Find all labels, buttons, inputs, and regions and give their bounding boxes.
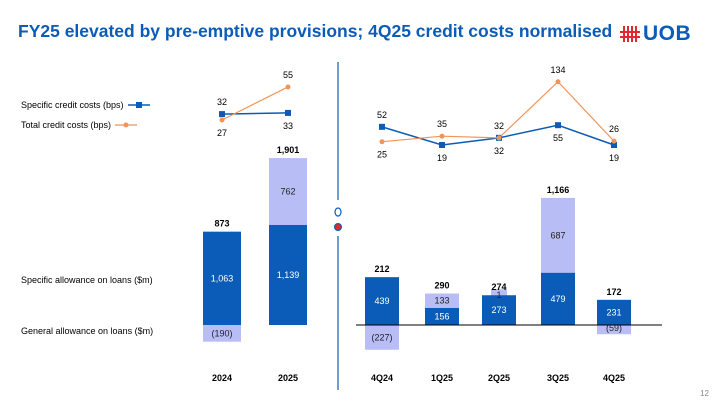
legend-specific-credit-costs: Specific credit costs (bps)	[21, 100, 150, 110]
total-credit-costs-value: 134	[550, 65, 565, 75]
page-number: 12	[700, 389, 709, 398]
specific-allowance-bar	[269, 224, 307, 325]
general-allowance-bar	[203, 325, 241, 342]
total-allowance-label: 873	[214, 219, 229, 229]
legend-square-marker-icon	[127, 102, 150, 108]
specific-allowance-label: 1,139	[277, 270, 300, 280]
legend-label: Specific credit costs (bps)	[21, 100, 124, 110]
category-label: 4Q24	[371, 373, 393, 383]
total-credit-costs-value: 26	[609, 124, 619, 134]
category-label: 2024	[212, 373, 232, 383]
specific-credit-costs-point	[611, 142, 617, 148]
uob-logo-mark-icon	[620, 26, 640, 42]
general-allowance-label: (59)	[606, 323, 622, 333]
specific-credit-costs-value: 33	[283, 121, 293, 131]
category-label: 2025	[278, 373, 298, 383]
total-credit-costs-point	[611, 138, 617, 144]
specific-credit-costs-point	[285, 109, 291, 116]
total-credit-costs-point	[555, 79, 561, 85]
specific-allowance-bar	[482, 295, 516, 325]
specific-allowance-label: 273	[491, 305, 506, 315]
category-label: 1Q25	[431, 373, 453, 383]
row-label-specific-allowance: Specific allowance on loans ($m)	[21, 275, 153, 285]
category-label: 2Q25	[488, 373, 510, 383]
total-allowance-label: 172	[606, 287, 621, 297]
general-allowance-label: (190)	[211, 328, 232, 338]
legend-label: Total credit costs (bps)	[21, 120, 112, 130]
legend-dot-marker-icon	[115, 122, 138, 128]
slide-title: FY25 elevated by pre-emptive provisions;…	[18, 21, 613, 41]
general-allowance-label: 133	[434, 296, 449, 306]
total-credit-costs-value: 27	[217, 128, 227, 138]
uob-logo: UOB	[620, 22, 691, 46]
category-label: 3Q25	[547, 373, 569, 383]
specific-allowance-label: 231	[606, 307, 621, 317]
specific-allowance-label: 439	[374, 296, 389, 306]
total-credit-costs-point	[219, 117, 225, 123]
specific-credit-costs-point	[555, 122, 561, 129]
specific-credit-costs-point	[219, 111, 225, 118]
total-allowance-label: 1,166	[547, 185, 570, 195]
category-label: 4Q25	[603, 373, 625, 383]
specific-allowance-bar	[425, 307, 459, 325]
total-allowance-label: 1,901	[277, 145, 300, 155]
specific-credit-costs-value: 19	[609, 153, 619, 163]
general-allowance-bar	[541, 197, 575, 273]
legend-total-credit-costs: Total credit costs (bps)	[21, 120, 138, 130]
total-credit-costs-point	[496, 135, 502, 141]
row-label-general-allowance: General allowance on loans ($m)	[21, 326, 154, 336]
specific-credit-costs-value: 52	[377, 110, 387, 120]
specific-allowance-bar	[597, 299, 631, 325]
total-credit-costs-point	[285, 84, 291, 90]
specific-credit-costs-point	[379, 123, 385, 130]
specific-credit-costs-value: 19	[437, 153, 447, 163]
total-credit-costs-value: 32	[494, 146, 504, 156]
specific-allowance-label: 1,063	[211, 273, 234, 283]
general-allowance-label: (227)	[371, 332, 392, 342]
specific-credit-costs-line	[221, 112, 289, 115]
general-allowance-bar	[365, 325, 399, 350]
total-credit-costs-value: 25	[377, 150, 387, 160]
total-allowance-label: 290	[434, 280, 449, 290]
total-credit-costs-value: 55	[283, 70, 293, 80]
general-allowance-bar	[269, 158, 307, 225]
specific-credit-costs-point	[439, 142, 445, 148]
general-allowance-label: 762	[280, 187, 295, 197]
specific-credit-costs-value: 55	[553, 133, 563, 143]
specific-allowance-bar	[365, 277, 399, 325]
total-credit-costs-point	[439, 133, 445, 139]
logo-text: UOB	[643, 22, 692, 45]
specific-allowance-bar	[541, 272, 575, 325]
total-credit-costs-line	[221, 86, 289, 121]
specific-credit-costs-value: 32	[494, 121, 504, 131]
specific-credit-costs-value: 32	[217, 97, 227, 107]
general-allowance-label: 1	[496, 290, 501, 300]
specific-allowance-label: 156	[434, 311, 449, 321]
total-credit-costs-value: 35	[437, 119, 447, 129]
divider-break-dot-icon	[334, 223, 342, 231]
divider-break-circle-icon	[334, 207, 342, 217]
general-allowance-label: 687	[550, 230, 565, 240]
total-credit-costs-point	[379, 139, 385, 145]
specific-allowance-bar	[203, 231, 241, 325]
total-allowance-label: 274	[491, 282, 506, 292]
general-allowance-bar	[425, 293, 459, 308]
total-allowance-label: 212	[374, 264, 389, 274]
specific-allowance-label: 479	[550, 294, 565, 304]
